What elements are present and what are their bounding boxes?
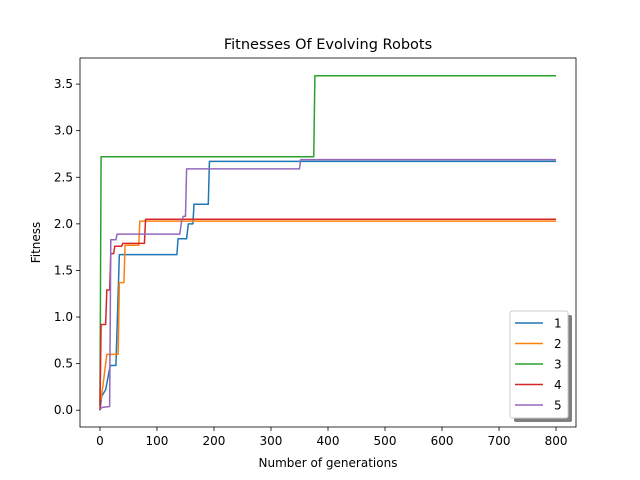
x-tick-label: 800 bbox=[545, 434, 568, 448]
x-tick-label: 100 bbox=[146, 434, 169, 448]
plot-lines bbox=[99, 74, 557, 411]
series-line-5 bbox=[99, 158, 557, 410]
series-line-2 bbox=[99, 220, 557, 402]
x-tick-label: 400 bbox=[317, 434, 340, 448]
y-tick-label: 0.5 bbox=[54, 357, 73, 371]
series-line-3 bbox=[99, 74, 557, 406]
x-tick-label: 200 bbox=[203, 434, 226, 448]
legend-label-2: 2 bbox=[554, 337, 562, 351]
x-tick-label: 600 bbox=[431, 434, 454, 448]
y-tick-label: 2.5 bbox=[54, 170, 73, 184]
legend-items: 1 2 3 4 5 bbox=[515, 317, 562, 413]
y-tick-label: 3.5 bbox=[54, 77, 73, 91]
legend-label-1: 1 bbox=[554, 317, 562, 331]
y-axis-label: Fitness bbox=[29, 222, 43, 264]
legend: 1 2 3 4 5 bbox=[509, 310, 572, 422]
legend-label-3: 3 bbox=[554, 358, 562, 372]
x-tick-label: 0 bbox=[96, 434, 104, 448]
series-line-4 bbox=[99, 218, 557, 411]
x-tick-label: 700 bbox=[488, 434, 511, 448]
series-line-1 bbox=[99, 160, 557, 411]
y-axis-ticks: 0.0 0.5 1.0 1.5 2.0 2.5 3.0 3.5 bbox=[54, 77, 80, 417]
y-tick-label: 3.0 bbox=[54, 124, 73, 138]
chart-title: Fitnesses Of Evolving Robots bbox=[224, 37, 432, 53]
y-tick-label: 2.0 bbox=[54, 217, 73, 231]
y-tick-label: 0.0 bbox=[54, 403, 73, 417]
x-tick-label: 500 bbox=[374, 434, 397, 448]
legend-label-4: 4 bbox=[554, 378, 562, 392]
x-axis-ticks: 0 100 200 300 400 500 600 700 800 bbox=[96, 427, 567, 448]
x-axis-label: Number of generations bbox=[259, 456, 398, 470]
y-tick-label: 1.5 bbox=[54, 263, 73, 277]
legend-label-5: 5 bbox=[554, 399, 562, 413]
x-tick-label: 300 bbox=[260, 434, 283, 448]
plot-frame bbox=[79, 57, 577, 428]
y-tick-label: 1.0 bbox=[54, 310, 73, 324]
